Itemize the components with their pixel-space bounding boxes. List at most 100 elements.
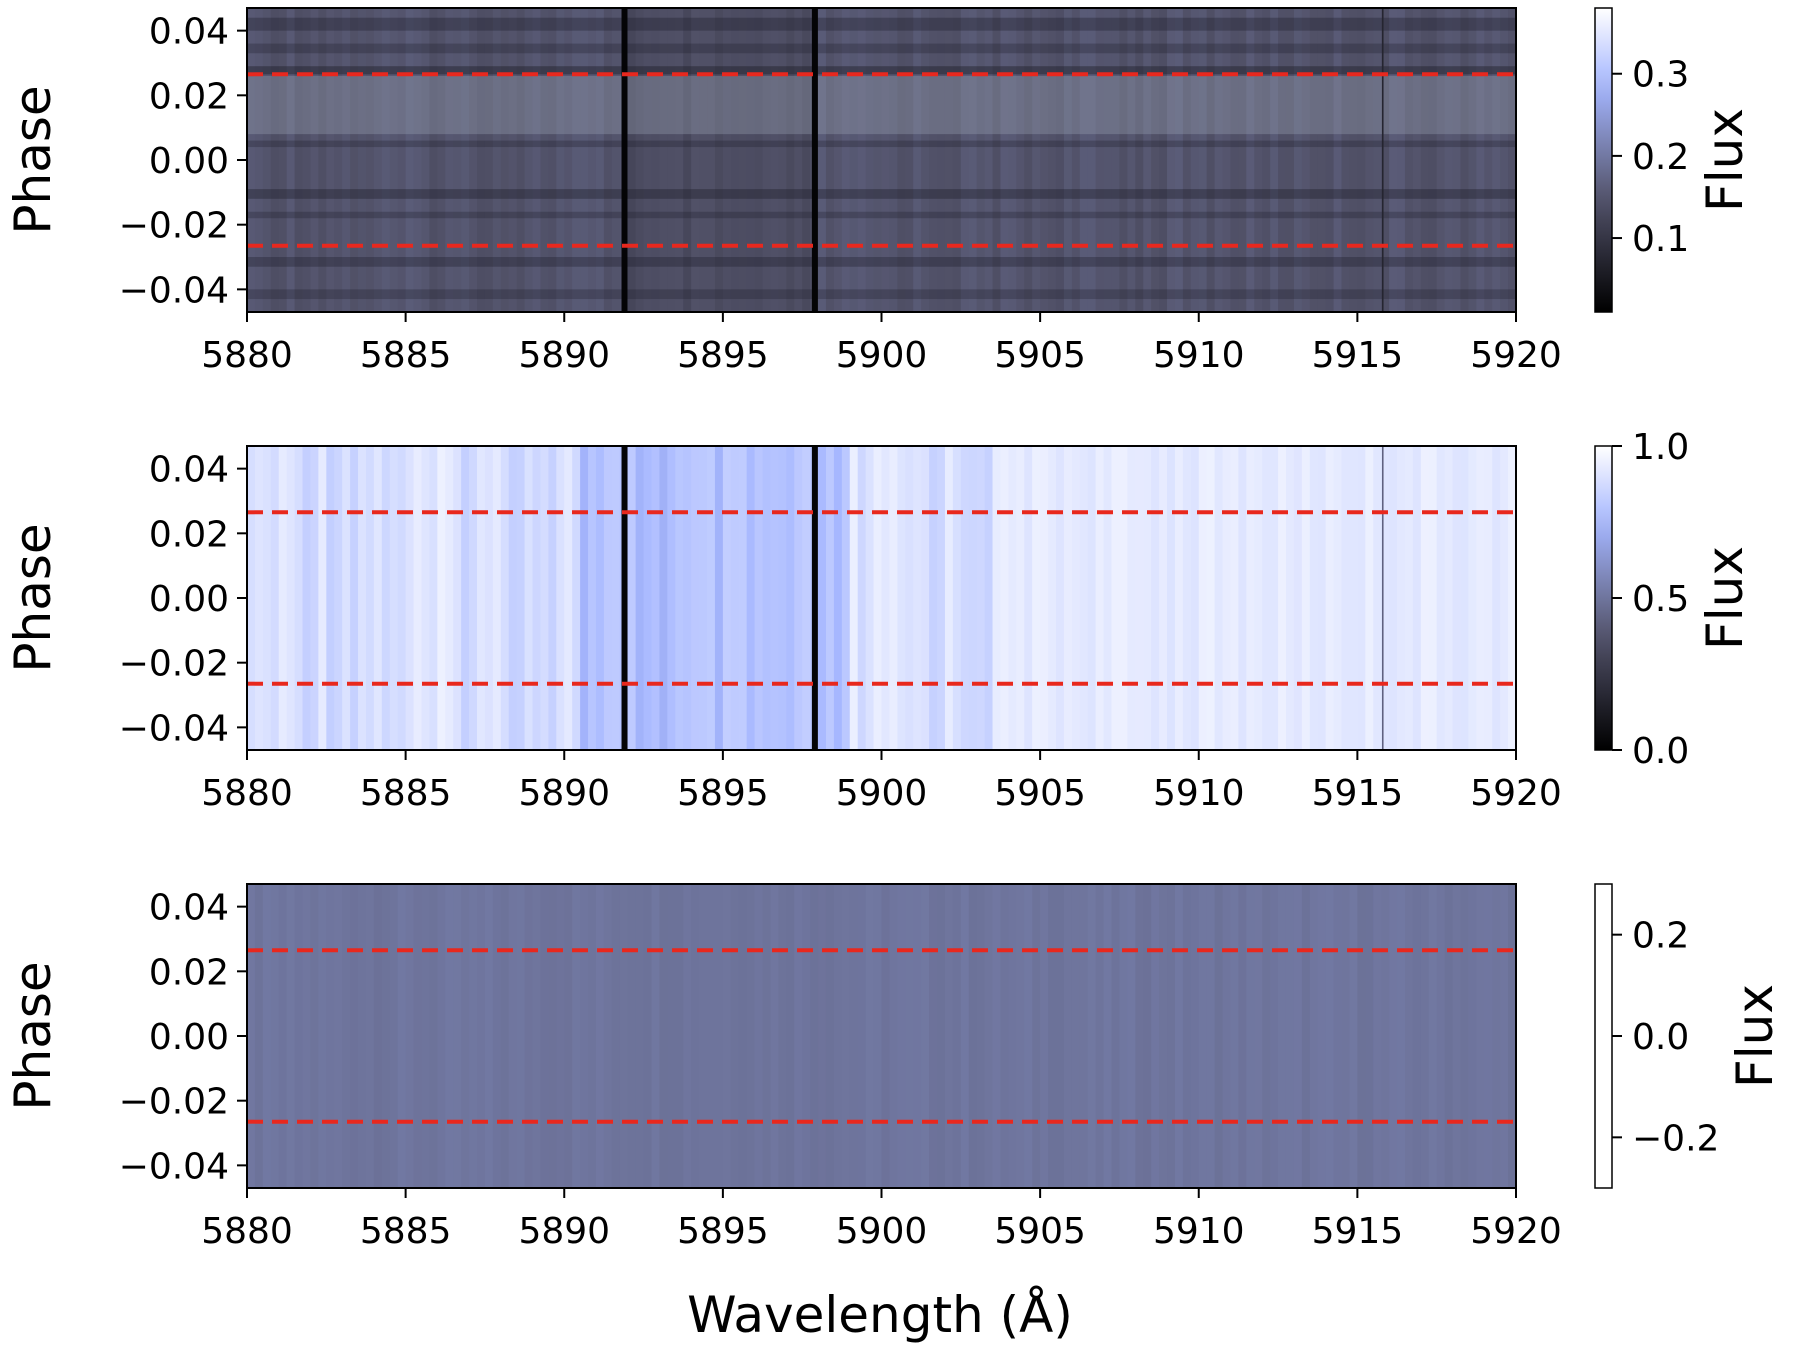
absorption-line xyxy=(621,446,628,750)
x-tick-label: 5915 xyxy=(1312,773,1404,814)
heatmap-column xyxy=(1127,884,1136,1188)
heatmap-column xyxy=(1214,884,1224,1188)
heatmap-column xyxy=(262,8,272,312)
absorption-line xyxy=(1381,8,1384,312)
heatmap-column xyxy=(1301,446,1311,750)
heatmap-column xyxy=(889,884,898,1188)
heatmap-column xyxy=(516,884,526,1188)
heatmap-column xyxy=(564,8,573,312)
y-tick-label: 0.04 xyxy=(149,450,229,491)
heatmap-column xyxy=(469,446,478,750)
x-tick-label: 5880 xyxy=(201,335,293,376)
x-tick-label: 5885 xyxy=(360,1211,452,1252)
heatmap-column xyxy=(1270,446,1279,750)
heatmap-column xyxy=(1222,884,1232,1188)
heatmap-column xyxy=(1381,446,1390,750)
heatmap-column xyxy=(326,446,335,750)
heatmap-column xyxy=(818,884,827,1188)
heatmap-column xyxy=(556,884,565,1188)
x-tick-label: 5880 xyxy=(201,1211,293,1252)
heatmap-column xyxy=(342,446,351,750)
heatmap-column xyxy=(833,8,843,312)
heatmap-column xyxy=(992,884,1002,1188)
heatmap-column xyxy=(1103,8,1113,312)
heatmap-column xyxy=(937,8,946,312)
heatmap-column xyxy=(437,884,446,1188)
heatmap-column xyxy=(857,446,867,750)
x-tick-label: 5885 xyxy=(360,773,452,814)
heatmap-column xyxy=(730,8,740,312)
heatmap-column xyxy=(1341,446,1351,750)
heatmap-column xyxy=(548,884,557,1188)
heatmap-column xyxy=(254,8,264,312)
heatmap-column xyxy=(1365,446,1374,750)
heatmap-column xyxy=(683,446,692,750)
heatmap-column xyxy=(1214,446,1224,750)
phase-band xyxy=(247,43,1516,54)
heatmap-column xyxy=(1500,446,1509,750)
heatmap-column xyxy=(905,884,914,1188)
heatmap-column xyxy=(492,8,502,312)
y-tick-label: 0.00 xyxy=(149,579,229,620)
heatmap-column xyxy=(937,884,946,1188)
y-tick-label: 0.02 xyxy=(149,76,229,117)
heatmap-column xyxy=(381,446,391,750)
heatmap-column xyxy=(310,884,319,1188)
heatmap-column xyxy=(413,446,423,750)
heatmap-column xyxy=(929,8,938,312)
heatmap xyxy=(247,8,1517,312)
heatmap-column xyxy=(976,446,986,750)
heatmap-column xyxy=(1111,884,1121,1188)
heatmap-column xyxy=(1420,8,1430,312)
heatmap-column xyxy=(342,8,351,312)
heatmap-column xyxy=(1325,884,1335,1188)
heatmap-column xyxy=(1468,884,1477,1188)
heatmap-column xyxy=(651,8,661,312)
heatmap-column xyxy=(1452,446,1462,750)
heatmap-column xyxy=(453,884,462,1188)
x-tick-label: 5895 xyxy=(677,1211,769,1252)
heatmap-column xyxy=(1341,8,1351,312)
heatmap-column xyxy=(1365,8,1374,312)
heatmap-column xyxy=(984,446,994,750)
heatmap-column xyxy=(746,8,756,312)
heatmap-column xyxy=(595,884,605,1188)
heatmap-column xyxy=(960,446,970,750)
phase-band xyxy=(247,211,1516,219)
heatmap-column xyxy=(905,8,914,312)
heatmap-column xyxy=(1190,446,1200,750)
heatmap-column xyxy=(1016,8,1025,312)
colorbar: 1.0 0.5 0.0 Flux xyxy=(1594,427,1754,772)
heatmap-column xyxy=(278,8,288,312)
heatmap-column xyxy=(1167,446,1176,750)
heatmap-column xyxy=(318,8,327,312)
heatmap-column xyxy=(1484,884,1493,1188)
x-tick-label: 5915 xyxy=(1312,1211,1404,1252)
heatmap-column xyxy=(477,8,486,312)
heatmap-column xyxy=(397,446,407,750)
heatmap-column xyxy=(318,884,327,1188)
heatmap-column xyxy=(1389,446,1398,750)
heatmap-column xyxy=(699,884,708,1188)
heatmap-column xyxy=(778,446,787,750)
heatmap-column xyxy=(714,446,724,750)
heatmap-column xyxy=(532,8,542,312)
heatmap-column xyxy=(532,446,542,750)
heatmap-column xyxy=(350,8,359,312)
heatmap-column xyxy=(1484,8,1493,312)
heatmap-column xyxy=(952,446,962,750)
heatmap-column xyxy=(254,446,264,750)
heatmap-column xyxy=(413,8,423,312)
heatmap-column xyxy=(262,884,272,1188)
heatmap-column xyxy=(1190,8,1200,312)
y-tick-label: −0.02 xyxy=(119,206,229,247)
heatmap-column xyxy=(421,446,431,750)
heatmap-column xyxy=(929,446,938,750)
heatmap-column xyxy=(1063,446,1073,750)
heatmap-column xyxy=(1397,8,1406,312)
heatmap-column xyxy=(1119,446,1128,750)
heatmap-column xyxy=(516,446,526,750)
heatmap-column xyxy=(897,884,906,1188)
heatmap-column xyxy=(247,884,256,1188)
heatmap-column xyxy=(1206,884,1216,1188)
